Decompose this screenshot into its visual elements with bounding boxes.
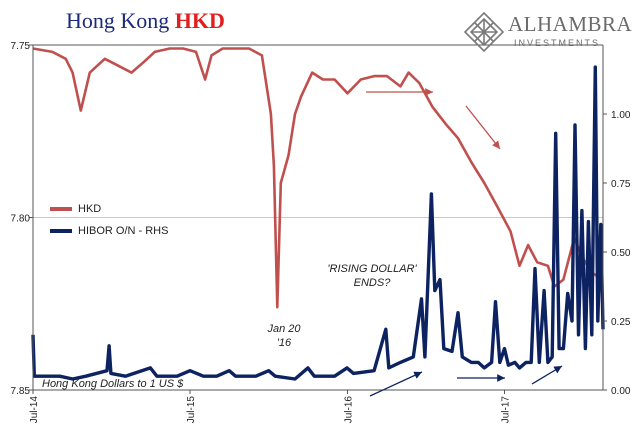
units-note: Hong Kong Dollars to 1 US $ [42,378,184,390]
axes: 7.75 7.80 7.85 0.00 0.25 0.50 0.75 1.00 Jul-14 Ju… [11,41,631,423]
right-tick-label: 0.25 [611,317,631,328]
annotation-rising-line2: ENDS? [353,277,391,289]
series-group [31,47,605,381]
title-country: Hong Kong [66,8,170,33]
legend-item-hibor: HIBOR O/N - RHS [50,220,168,242]
legend-item-hkd: HKD [50,198,168,220]
x-tick-label: Jul-17 [500,396,511,424]
alhambra-lattice-icon [464,12,504,52]
legend-label-hibor: HIBOR O/N - RHS [78,225,169,237]
annotation-rising-line1: 'RISING DOLLAR' [327,263,417,275]
x-tick-label: Jul-16 [343,396,354,424]
right-tick-label: 1.00 [611,110,631,121]
legend-label-hkd: HKD [78,203,102,215]
logo-subtitle: INVESTMENTS [514,38,601,48]
chart-title: Hong Kong HKD [66,8,225,34]
left-tick-label: 7.85 [11,386,31,397]
annotation-arrows [366,88,563,397]
x-tick-label: Jul-15 [186,396,197,424]
series-line-hibor [31,65,605,381]
series-line-hkd [32,47,604,309]
arrow-red-down [465,105,501,150]
arrow-blue-3 [531,365,563,385]
legend-swatch-hkd [50,207,72,211]
left-tick-label: 7.80 [11,214,31,225]
right-tick-label: 0.75 [611,179,631,190]
legend: HKD HIBOR O/N - RHS [50,198,168,242]
right-tick-label: 0.50 [611,248,631,259]
legend-swatch-hibor [50,229,72,233]
left-tick-label: 7.75 [11,41,31,52]
annotation-rising-dollar: 'RISING DOLLAR' ENDS? [322,262,422,290]
title-currency: HKD [174,8,225,33]
logo-name: ALHAMBRA [508,12,633,36]
annotation-jan20: Jan 20 '16 [262,322,306,350]
arrow-blue-1 [369,371,423,397]
alhambra-logo: ALHAMBRA INVESTMENTS [464,12,636,58]
right-tick-label: 0.00 [611,386,631,397]
x-tick-label: Jul-14 [29,396,40,424]
annotation-jan20-line1: Jan 20 [267,323,301,335]
annotation-jan20-line2: '16 [276,337,292,349]
